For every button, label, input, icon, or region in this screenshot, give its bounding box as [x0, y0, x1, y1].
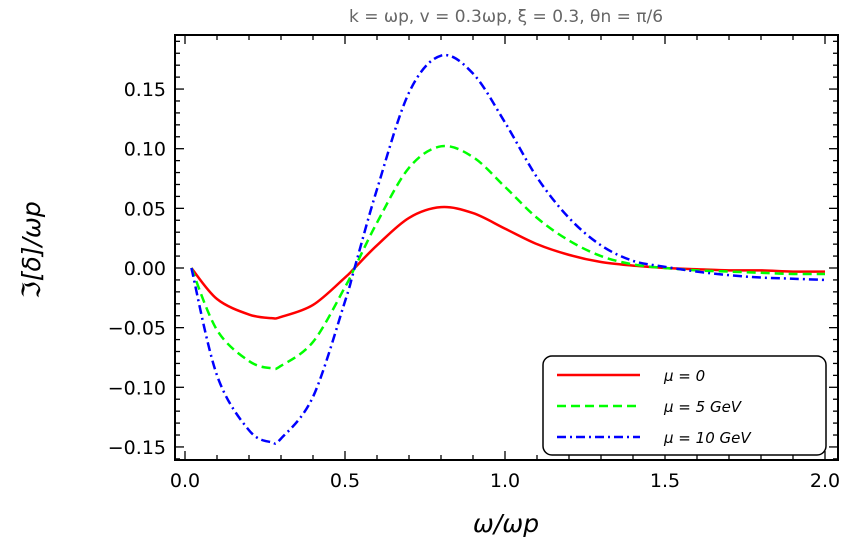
chart-title: k = ωp, v = 0.3ωp, ξ = 0.3, θn = π/6 — [349, 7, 663, 27]
y-tick-label: 0.15 — [124, 79, 166, 101]
y-tick-label: −0.15 — [108, 437, 166, 459]
x-tick-label: 1.0 — [490, 470, 520, 492]
series-line-0 — [190, 205, 826, 320]
legend-label-2: μ = 10 GeV — [663, 429, 752, 447]
legend: μ = 0 μ = 5 GeV μ = 10 GeV — [542, 355, 827, 456]
y-tick-label: 0.10 — [124, 139, 166, 161]
y-tick-label: −0.10 — [108, 377, 166, 399]
x-tick-label: 1.5 — [650, 470, 680, 492]
x-tick-label: 2.0 — [810, 470, 840, 492]
x-tick-label: 0.0 — [170, 470, 200, 492]
series-line-1 — [190, 144, 826, 371]
x-tick-label: 0.5 — [330, 470, 360, 492]
legend-label-0: μ = 0 — [663, 367, 705, 385]
legend-box — [542, 355, 827, 456]
y-tick-label: −0.05 — [108, 318, 166, 340]
plot-frame — [174, 34, 839, 461]
y-tick-label: 0.05 — [124, 198, 166, 220]
series-line-2 — [190, 53, 826, 445]
y-axis-label: ℑ[δ]/ωp — [17, 201, 46, 298]
legend-label-1: μ = 5 GeV — [663, 398, 743, 416]
y-tick-label: 0.00 — [124, 258, 166, 280]
x-axis-label: ω/ωp — [473, 509, 539, 538]
